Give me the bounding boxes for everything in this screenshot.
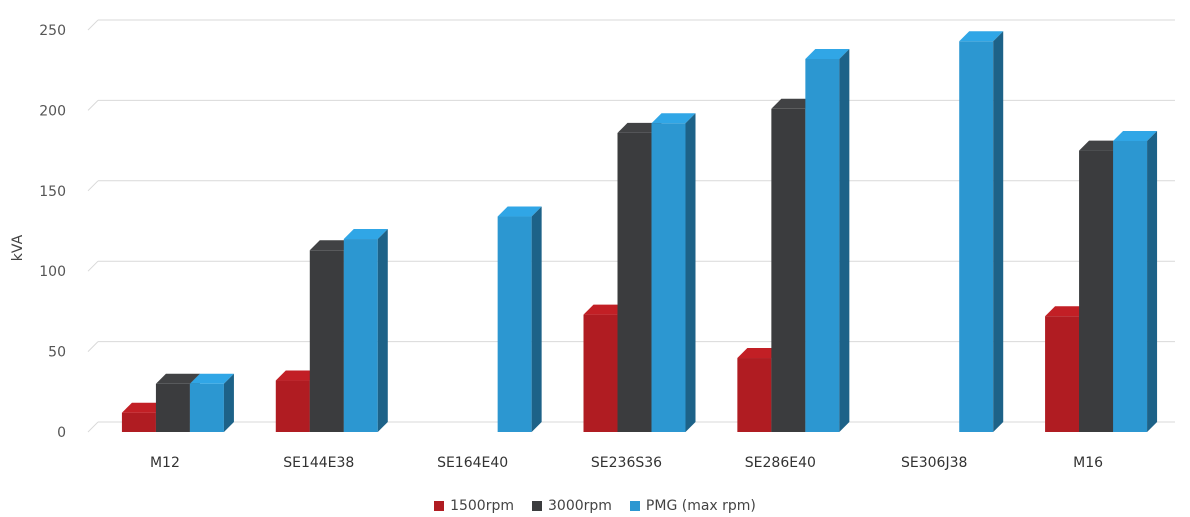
legend-swatch bbox=[532, 501, 542, 511]
bar-top bbox=[617, 122, 662, 133]
legend: 1500rpm 3000rpm PMG (max rpm) bbox=[0, 498, 1190, 514]
gridline-depth-250 bbox=[87, 19, 99, 31]
legend-swatch bbox=[629, 501, 640, 511]
y-tick-label: 100 bbox=[39, 264, 66, 280]
legend-label: 1500rpm bbox=[450, 498, 514, 514]
bar-top bbox=[189, 373, 234, 384]
bar-M12-PMG (max rpm) bbox=[189, 373, 234, 432]
bar-top bbox=[1113, 130, 1158, 141]
bar-top bbox=[771, 98, 816, 109]
bar-front bbox=[1079, 150, 1114, 432]
gridline-depth-200 bbox=[87, 100, 99, 111]
x-category-label: SE306J38 bbox=[901, 455, 967, 471]
y-tick-label: 50 bbox=[48, 345, 66, 361]
y-tick-label: 0 bbox=[57, 425, 66, 441]
bar-side bbox=[377, 229, 388, 432]
bar-front bbox=[121, 412, 156, 432]
bar-SE236S36-PMG (max rpm) bbox=[651, 113, 696, 432]
y-tick-label: 250 bbox=[39, 23, 66, 39]
bar-top bbox=[155, 373, 200, 384]
x-category-label: SE236S36 bbox=[591, 455, 662, 471]
bar-top bbox=[497, 206, 542, 217]
y-axis-label: kVA bbox=[10, 234, 26, 261]
bar-front bbox=[805, 58, 840, 432]
legend-label: PMG (max rpm) bbox=[645, 498, 756, 514]
bar-front bbox=[737, 358, 772, 432]
x-category-label: SE164E40 bbox=[437, 455, 508, 471]
bar-top bbox=[959, 31, 1004, 42]
gridline-depth-0 bbox=[87, 421, 99, 433]
gridline-depth-150 bbox=[87, 180, 99, 192]
bar-chart: kVA 0 50 100 150 200 250 M12 SE144E38 SE164E40 S… bbox=[10, 19, 1175, 471]
bar-side bbox=[839, 48, 850, 432]
legend-label: 3000rpm bbox=[548, 498, 612, 514]
x-category-label: M12 bbox=[150, 455, 180, 471]
bar-front bbox=[959, 41, 994, 432]
bar-front bbox=[497, 216, 532, 432]
bar-top bbox=[583, 304, 628, 315]
legend-swatch bbox=[434, 501, 445, 511]
bar-front bbox=[617, 132, 652, 433]
bar-side bbox=[531, 206, 542, 432]
legend-item: PMG (max rpm) bbox=[629, 498, 756, 514]
x-category-label: M16 bbox=[1073, 455, 1103, 471]
bar-front bbox=[583, 314, 618, 432]
bar-top bbox=[275, 370, 320, 381]
bar-side bbox=[223, 373, 234, 432]
y-tick-label: 150 bbox=[39, 184, 66, 200]
bar-side bbox=[993, 31, 1004, 432]
bar-side bbox=[685, 113, 696, 432]
bar-front bbox=[771, 108, 806, 433]
x-category-label: SE286E40 bbox=[745, 455, 816, 471]
legend-item: 3000rpm bbox=[532, 498, 612, 514]
bar-top bbox=[1045, 306, 1090, 317]
bar-SE306J38-PMG (max rpm) bbox=[959, 31, 1004, 432]
bar-front bbox=[189, 383, 224, 432]
gridline-depth-100 bbox=[87, 260, 99, 272]
bar-top bbox=[343, 229, 388, 240]
bar-top bbox=[309, 240, 354, 251]
bar-SE164E40-PMG (max rpm) bbox=[497, 206, 542, 432]
bar-top bbox=[651, 113, 696, 124]
bar-front bbox=[1045, 316, 1080, 432]
bar-SE286E40-PMG (max rpm) bbox=[805, 48, 850, 432]
bar-top bbox=[121, 402, 166, 413]
y-tick-label: 200 bbox=[39, 103, 66, 119]
bar-top bbox=[805, 48, 850, 59]
bar-M16-PMG (max rpm) bbox=[1113, 130, 1158, 432]
gridline-depth-50 bbox=[87, 341, 99, 352]
legend-item: 1500rpm bbox=[434, 498, 514, 514]
bar-front bbox=[651, 123, 686, 432]
bar-front bbox=[155, 383, 190, 432]
bar-front bbox=[343, 239, 378, 432]
bar-top bbox=[1079, 140, 1124, 151]
bar-top bbox=[737, 348, 782, 359]
bar-SE144E38-PMG (max rpm) bbox=[343, 229, 388, 432]
bar-front bbox=[275, 380, 310, 432]
bar-side bbox=[1147, 130, 1158, 432]
bar-front bbox=[309, 250, 344, 432]
bar-front bbox=[1113, 140, 1148, 432]
x-category-label: SE144E38 bbox=[283, 455, 354, 471]
